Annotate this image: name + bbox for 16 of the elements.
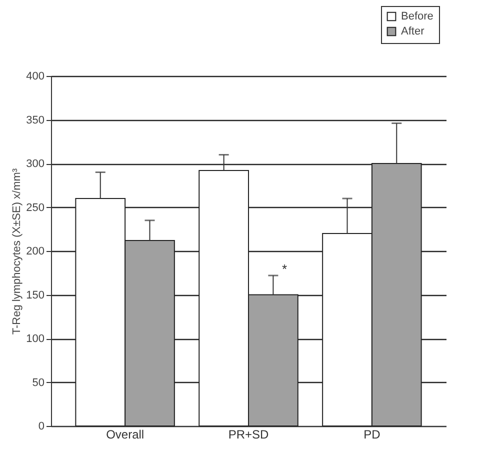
y-tick-label: 150: [26, 289, 44, 302]
y-tick-label: 350: [26, 114, 44, 126]
x-tick-label: PR+SD: [228, 428, 269, 442]
y-tick-label: 100: [26, 333, 44, 345]
legend-label: Before: [401, 10, 434, 22]
y-tick-label: 50: [32, 376, 44, 389]
y-tick-label: 250: [26, 202, 44, 214]
y-tick-label: 0: [38, 420, 44, 432]
y-tick-label: 300: [26, 158, 44, 170]
x-tick-label: Overall: [106, 428, 144, 442]
x-tick-label: PD: [364, 428, 381, 442]
y-tick-label: 400: [26, 70, 44, 82]
y-tick-label: 200: [26, 246, 44, 258]
legend-label: After: [401, 26, 425, 38]
y-axis-title: T-Reg lymphocytes (X±SE) x/mm³: [11, 168, 24, 335]
annotation: *: [282, 261, 288, 276]
